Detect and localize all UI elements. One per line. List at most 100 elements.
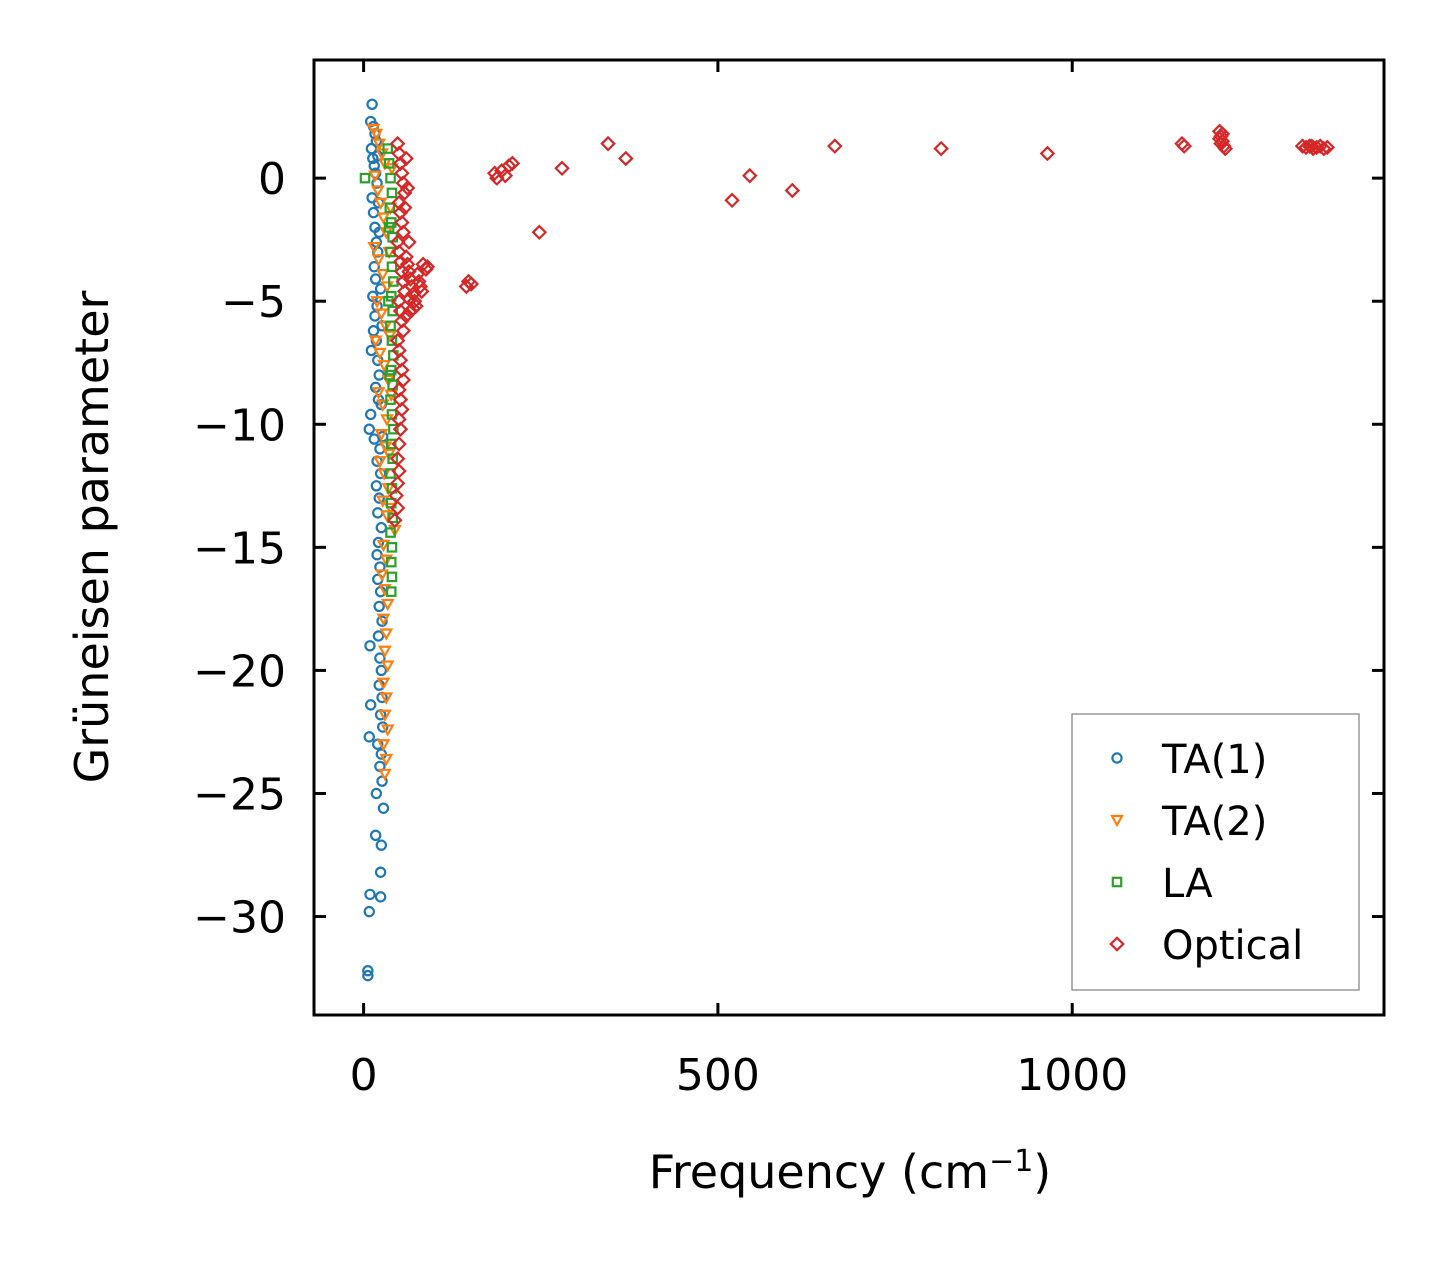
y-axis-label: Grüneisen parameter — [65, 290, 119, 783]
y-tick-label: −15 — [193, 523, 286, 574]
data-point — [374, 652, 386, 664]
data-point — [374, 866, 387, 878]
data-point — [374, 891, 387, 903]
data-point — [398, 308, 414, 324]
data-point — [380, 660, 395, 673]
data-point — [396, 199, 413, 216]
data-point — [386, 335, 398, 346]
data-point — [399, 180, 416, 196]
legend: TA(1) TA(2) LA Optical — [1071, 713, 1360, 991]
legend-label-ta2: TA(2) — [1161, 799, 1267, 845]
data-point — [387, 512, 398, 524]
data-point — [1039, 145, 1056, 162]
data-point — [363, 905, 375, 918]
data-point — [363, 731, 375, 743]
x-axis-label-sup: −1 — [989, 1144, 1033, 1179]
data-point — [385, 320, 396, 332]
data-point — [386, 409, 398, 420]
x-axis-label-close: ) — [1033, 1145, 1051, 1199]
data-point — [387, 305, 398, 317]
data-point — [382, 143, 393, 154]
data-point — [364, 699, 377, 711]
data-point — [376, 615, 388, 627]
x-tick-labels: 0 500 1000 — [350, 1050, 1129, 1101]
data-point — [724, 192, 740, 209]
data-point — [373, 600, 385, 613]
data-point — [374, 308, 389, 321]
data-point — [376, 539, 391, 553]
data-point — [366, 98, 378, 111]
data-point — [1217, 140, 1234, 157]
data-point — [385, 172, 396, 184]
y-tick-label: −30 — [193, 893, 286, 944]
data-point — [373, 492, 385, 504]
data-point — [369, 128, 384, 142]
axis-ticks — [314, 60, 1384, 1015]
data-point — [368, 160, 380, 172]
x-tick-label: 500 — [676, 1050, 760, 1101]
data-point — [827, 138, 843, 154]
data-point — [600, 135, 616, 152]
data-point — [395, 224, 412, 241]
data-point — [363, 423, 375, 435]
data-point — [373, 197, 388, 211]
data-point — [531, 224, 548, 241]
data-point — [385, 438, 397, 450]
data-point — [1303, 138, 1320, 154]
data-point — [554, 160, 570, 177]
data-point — [370, 480, 383, 492]
data-point — [372, 138, 387, 151]
data-point — [370, 296, 384, 309]
y-tick-label: −25 — [193, 769, 286, 820]
data-point — [370, 787, 383, 800]
data-point — [375, 269, 390, 282]
data-point — [385, 246, 396, 258]
data-point — [413, 283, 430, 300]
data-point — [375, 569, 389, 582]
x-tick-label: 1000 — [1016, 1050, 1128, 1101]
data-point — [374, 429, 389, 442]
data-point — [370, 185, 385, 198]
data-point — [375, 148, 389, 161]
data-point — [387, 453, 398, 465]
data-point — [384, 202, 396, 213]
legend-label-la: LA — [1162, 861, 1213, 907]
data-point — [1214, 126, 1231, 142]
data-point — [385, 556, 397, 568]
data-point — [380, 281, 394, 294]
data-point — [362, 964, 374, 977]
data-point — [618, 150, 634, 167]
data-point — [386, 187, 398, 199]
data-point — [489, 170, 505, 186]
data-point — [377, 802, 390, 814]
data-point — [377, 709, 392, 722]
x-axis-label-main: Frequency (cm — [649, 1145, 989, 1199]
data-point — [486, 165, 503, 181]
data-point — [392, 421, 409, 437]
data-point — [385, 527, 396, 538]
data-point — [375, 839, 388, 851]
legend-label-ta1: TA(1) — [1161, 737, 1267, 783]
data-point — [387, 512, 403, 529]
data-point — [379, 554, 394, 567]
data-point — [384, 369, 396, 381]
data-point — [742, 167, 758, 184]
data-point — [379, 628, 394, 641]
legend-label-optical: Optical — [1162, 923, 1303, 969]
data-point — [1211, 131, 1228, 147]
data-point — [362, 969, 374, 982]
data-point — [375, 399, 390, 412]
series-optical — [387, 123, 1336, 529]
data-point — [377, 645, 392, 658]
data-point — [376, 677, 391, 690]
data-point — [368, 170, 382, 183]
data-point — [398, 150, 414, 167]
data-point — [504, 155, 521, 172]
data-point — [386, 571, 398, 583]
data-point — [401, 234, 417, 250]
data-point — [368, 335, 383, 348]
data-point — [391, 436, 407, 452]
data-point — [374, 561, 386, 573]
data-point — [379, 753, 394, 767]
